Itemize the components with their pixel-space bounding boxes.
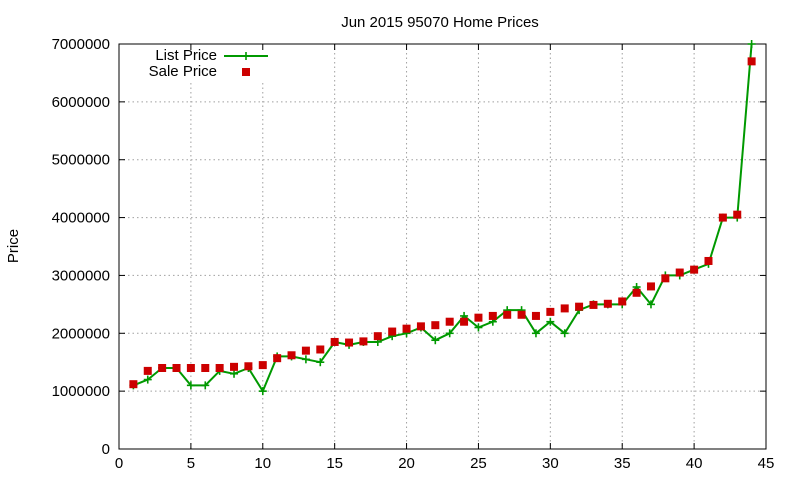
sale-price-point xyxy=(632,288,641,297)
sale-price-point xyxy=(388,327,397,336)
sale-price-point xyxy=(704,256,713,265)
sale-price-point xyxy=(503,310,512,319)
sale-price-point xyxy=(273,354,282,363)
list-price-point xyxy=(431,336,440,345)
list-price-point xyxy=(560,329,569,338)
sale-price-point xyxy=(359,337,368,346)
list-price-point xyxy=(186,381,195,390)
y-tick-label: 1000000 xyxy=(52,383,110,400)
axes-layer xyxy=(118,43,767,450)
x-tick-label: 15 xyxy=(326,455,343,472)
sale-price-point xyxy=(244,362,253,371)
y-tick-label: 0 xyxy=(102,441,110,458)
sale-price-point xyxy=(589,300,598,309)
list-price-point xyxy=(258,387,267,396)
list-price-point xyxy=(445,329,454,338)
x-tick-label: 40 xyxy=(686,455,703,472)
sale-price-point xyxy=(201,364,210,372)
x-tick-label: 20 xyxy=(398,455,415,472)
chart-title: Jun 2015 95070 Home Prices xyxy=(341,14,539,31)
sale-price-point xyxy=(172,364,181,372)
sale-price-point xyxy=(733,210,742,219)
x-tick-label: 30 xyxy=(542,455,559,472)
y-tick-label: 4000000 xyxy=(52,210,110,227)
grid-layer xyxy=(119,44,766,449)
list-price-point xyxy=(531,329,540,338)
list-price-point xyxy=(546,317,555,326)
x-tick-label: 0 xyxy=(115,455,123,472)
sale-price-point xyxy=(230,362,239,371)
sale-price-point xyxy=(186,364,195,372)
series-line-list-price xyxy=(133,43,753,393)
sale-price-point xyxy=(460,317,469,326)
legend-label-sale-price: Sale Price xyxy=(149,63,217,80)
sale-price-point xyxy=(747,57,756,66)
list-price-point xyxy=(747,40,756,48)
sale-price-point xyxy=(517,310,526,319)
ticks-layer: 0 5 10 15 20 25 30 35 40 45 0 1000000 2000000 3000000… xyxy=(52,36,775,472)
sale-price-point xyxy=(690,265,699,274)
legend-label-list-price: List Price xyxy=(155,47,217,64)
sale-price-point xyxy=(345,338,354,347)
y-tick-label: 6000000 xyxy=(52,94,110,111)
sale-price-point xyxy=(129,380,138,389)
sale-price-point xyxy=(158,364,167,372)
list-price-point xyxy=(230,369,239,378)
plot-frame xyxy=(118,43,767,450)
sale-price-point xyxy=(258,361,267,370)
list-price-point xyxy=(646,300,655,309)
sale-price-point xyxy=(373,332,382,341)
series-layer xyxy=(129,40,756,396)
sale-price-point xyxy=(431,321,440,330)
sale-price-point xyxy=(474,313,483,322)
x-tick-label: 5 xyxy=(187,455,195,472)
sale-price-point xyxy=(330,337,339,346)
sale-price-point xyxy=(546,307,555,316)
x-tick-label: 25 xyxy=(470,455,487,472)
sale-price-point xyxy=(618,297,627,306)
y-tick-label: 7000000 xyxy=(52,36,110,53)
sale-price-point xyxy=(661,274,670,283)
list-price-point xyxy=(316,358,325,367)
y-tick-label: 2000000 xyxy=(52,325,110,342)
sale-price-point xyxy=(488,311,497,320)
sale-price-point xyxy=(560,304,569,313)
legend-marker-list-price xyxy=(242,52,250,60)
y-axis-label: Price xyxy=(5,229,22,263)
x-tick-label: 35 xyxy=(614,455,631,472)
list-price-point xyxy=(201,381,210,390)
list-price-point xyxy=(301,355,310,364)
sale-price-point xyxy=(215,364,224,372)
sale-price-point xyxy=(675,268,684,277)
sale-price-point xyxy=(445,317,454,326)
sale-price-point xyxy=(143,366,152,375)
sale-price-point xyxy=(402,324,411,333)
y-tick-label: 3000000 xyxy=(52,267,110,284)
sale-price-point xyxy=(301,346,310,355)
sale-price-point xyxy=(316,345,325,354)
list-price-point xyxy=(143,375,152,384)
sale-price-point xyxy=(287,351,296,360)
x-tick-label: 45 xyxy=(758,455,775,472)
y-tick-label: 5000000 xyxy=(52,152,110,169)
sale-price-point xyxy=(575,302,584,311)
legend-swatch-sale-price xyxy=(242,68,250,76)
sale-price-point xyxy=(718,213,727,222)
sale-price-point xyxy=(646,282,655,291)
list-price-point xyxy=(474,323,483,332)
sale-price-point xyxy=(603,299,612,308)
sale-price-point xyxy=(531,311,540,320)
sale-price-point xyxy=(416,322,425,331)
x-tick-label: 10 xyxy=(254,455,271,472)
